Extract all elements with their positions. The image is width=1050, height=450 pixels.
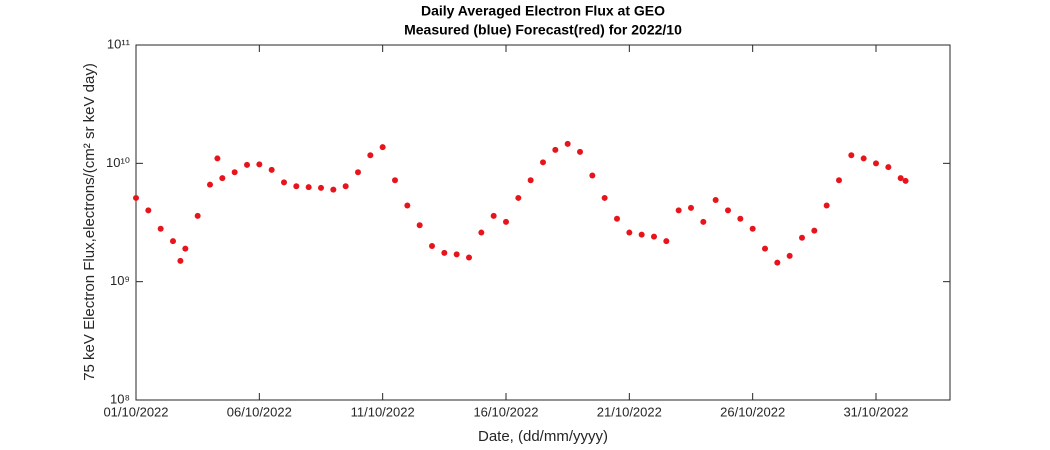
data-point bbox=[897, 175, 904, 182]
data-point bbox=[552, 146, 559, 153]
data-point bbox=[873, 160, 879, 167]
data-point bbox=[811, 227, 818, 234]
data-point bbox=[318, 184, 324, 191]
data-point bbox=[651, 233, 657, 240]
data-point bbox=[293, 183, 300, 190]
data-point bbox=[737, 215, 744, 222]
x-tick-label: 01/10/2022 bbox=[103, 404, 168, 419]
x-tick-label: 16/10/2022 bbox=[473, 404, 538, 419]
data-point bbox=[688, 204, 694, 211]
data-point bbox=[379, 144, 386, 151]
x-axis-label: Date, (dd/mm/yyyy) bbox=[478, 428, 608, 445]
data-point bbox=[540, 159, 546, 166]
data-point bbox=[786, 252, 793, 259]
data-point bbox=[836, 177, 842, 184]
data-point bbox=[663, 238, 670, 245]
data-point bbox=[281, 179, 287, 186]
data-point bbox=[256, 161, 263, 168]
data-point bbox=[177, 257, 184, 264]
x-tick-label: 11/10/2022 bbox=[351, 404, 415, 419]
data-point bbox=[453, 251, 460, 258]
data-point bbox=[268, 166, 275, 173]
plot-frame bbox=[135, 44, 951, 401]
data-point bbox=[626, 229, 633, 236]
data-point bbox=[145, 207, 152, 214]
x-tick-label: 21/10/2022 bbox=[597, 404, 662, 419]
y-axis-label: 75 keV Electron Flux,electrons/(cm² sr k… bbox=[81, 63, 98, 381]
data-point bbox=[799, 234, 805, 241]
data-point bbox=[157, 225, 164, 232]
data-point bbox=[725, 207, 731, 214]
y-tick-label: 10¹¹ bbox=[107, 36, 131, 51]
data-point bbox=[823, 202, 830, 209]
data-point bbox=[219, 175, 226, 182]
data-point bbox=[712, 196, 719, 203]
data-point bbox=[330, 186, 337, 193]
data-point bbox=[429, 243, 435, 250]
data-point bbox=[848, 152, 855, 159]
data-point bbox=[614, 215, 620, 222]
data-point bbox=[404, 202, 411, 209]
data-point bbox=[885, 164, 892, 171]
data-point bbox=[170, 238, 176, 245]
data-point bbox=[231, 169, 238, 176]
data-point bbox=[367, 152, 374, 159]
data-point bbox=[638, 231, 645, 238]
data-point bbox=[355, 169, 361, 176]
x-tick-label: 06/10/2022 bbox=[227, 404, 292, 419]
x-tick-label: 26/10/2022 bbox=[720, 404, 785, 419]
data-point bbox=[762, 245, 768, 252]
data-point bbox=[675, 207, 682, 214]
data-point bbox=[503, 218, 509, 225]
data-point bbox=[182, 245, 189, 252]
data-point bbox=[564, 140, 571, 147]
data-point bbox=[601, 194, 608, 201]
data-point bbox=[466, 254, 472, 261]
data-point bbox=[441, 249, 448, 256]
data-point bbox=[902, 177, 909, 184]
data-point bbox=[577, 148, 583, 155]
chart-title: Daily Averaged Electron Flux at GEO bbox=[421, 3, 665, 19]
data-point bbox=[749, 225, 756, 232]
data-point bbox=[133, 194, 139, 201]
chart-subtitle: Measured (blue) Forecast(red) for 2022/1… bbox=[404, 22, 682, 38]
data-point bbox=[700, 218, 707, 225]
y-tick-label: 10⁸ bbox=[110, 391, 130, 406]
data-point bbox=[392, 177, 398, 184]
data-point bbox=[527, 177, 534, 184]
data-point bbox=[244, 161, 250, 168]
data-point bbox=[860, 155, 867, 162]
data-point bbox=[342, 183, 349, 190]
data-point bbox=[194, 212, 201, 219]
y-tick-label: 10⁹ bbox=[110, 273, 130, 288]
data-point bbox=[589, 172, 596, 179]
data-point bbox=[214, 155, 221, 162]
data-point bbox=[490, 212, 497, 219]
y-tick-label: 10¹⁰ bbox=[106, 155, 130, 170]
data-point bbox=[774, 259, 781, 266]
data-point bbox=[515, 194, 522, 201]
x-tick-label: 31/10/2022 bbox=[843, 404, 908, 419]
data-point bbox=[416, 222, 423, 229]
data-point bbox=[478, 229, 485, 236]
data-point bbox=[305, 184, 312, 191]
data-point bbox=[207, 181, 213, 188]
